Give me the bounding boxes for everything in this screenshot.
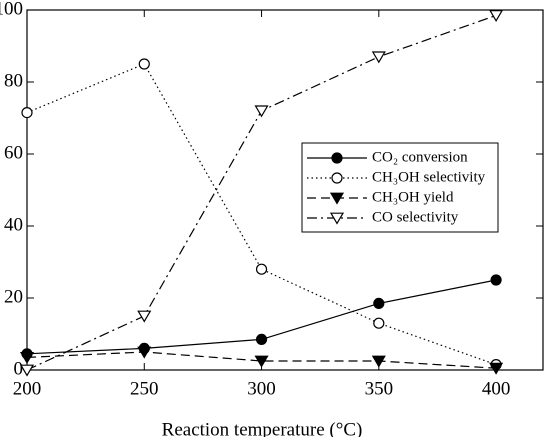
marker bbox=[19, 364, 35, 377]
marker bbox=[137, 346, 152, 359]
marker bbox=[373, 317, 385, 329]
marker bbox=[255, 263, 268, 275]
y-tick-label: 100 bbox=[0, 0, 23, 19]
marker bbox=[490, 274, 502, 286]
legend-marker bbox=[331, 152, 343, 164]
marker bbox=[255, 333, 268, 345]
y-tick-label: 20 bbox=[4, 286, 23, 307]
marker bbox=[373, 297, 385, 309]
x-tick-label: 400 bbox=[482, 378, 511, 399]
marker bbox=[371, 51, 386, 64]
marker bbox=[19, 352, 35, 364]
legend-label: CH₃OH yield bbox=[372, 189, 454, 205]
legend-marker bbox=[329, 212, 345, 225]
marker bbox=[254, 105, 269, 118]
marker bbox=[254, 355, 269, 368]
marker bbox=[371, 355, 386, 368]
y-tick-label: 0 bbox=[14, 358, 24, 379]
legend-label: CO selectivity bbox=[372, 209, 459, 225]
marker bbox=[21, 106, 33, 119]
marker bbox=[137, 310, 152, 323]
plot-frame bbox=[26, 9, 544, 371]
x-axis-label: Reaction temperature (°C) bbox=[162, 419, 363, 437]
x-tick-label: 350 bbox=[365, 378, 394, 399]
legend-label: CO₂ conversion bbox=[372, 149, 468, 165]
legend-marker bbox=[329, 192, 345, 205]
y-tick-label: 80 bbox=[4, 70, 23, 91]
x-tick-label: 200 bbox=[13, 378, 42, 399]
x-tick-label: 250 bbox=[130, 378, 159, 399]
marker bbox=[138, 58, 150, 70]
marker bbox=[489, 10, 504, 22]
legend-label: CH₃OH selectivity bbox=[372, 169, 486, 185]
y-tick-label: 40 bbox=[4, 214, 23, 235]
y-tick-label: 60 bbox=[4, 142, 23, 163]
series-line bbox=[26, 351, 497, 369]
legend-marker bbox=[331, 172, 343, 184]
marker bbox=[489, 362, 504, 375]
x-tick-label: 300 bbox=[247, 378, 276, 399]
